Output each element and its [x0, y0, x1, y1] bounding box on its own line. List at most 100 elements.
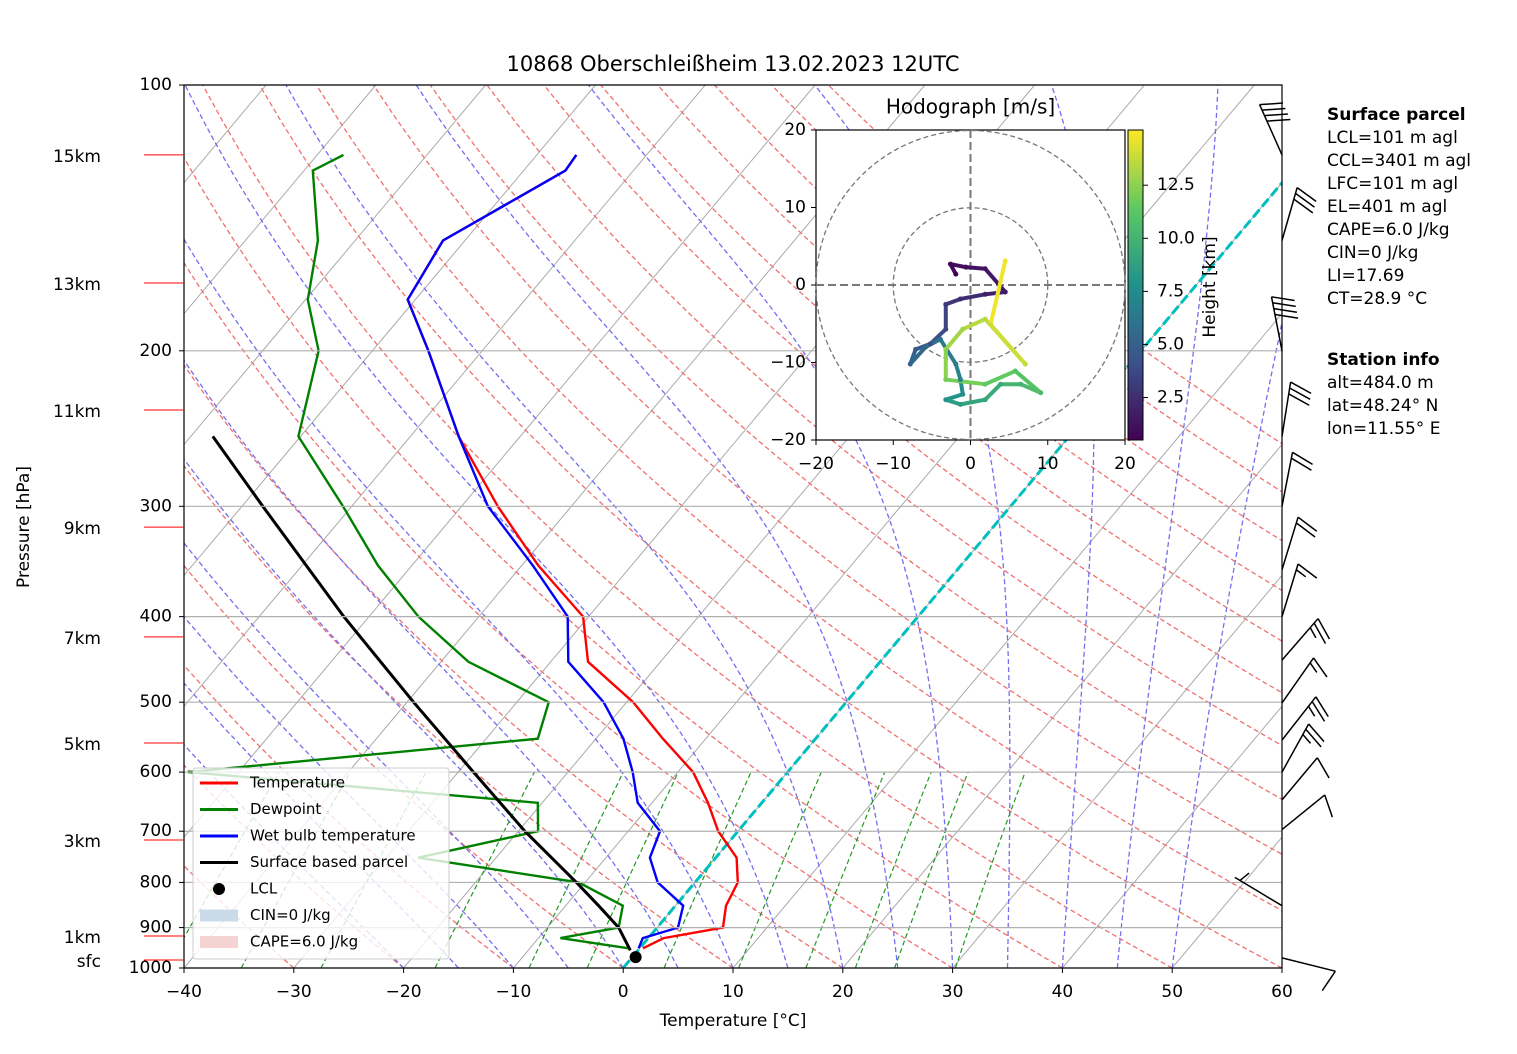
- isotherm: [842, 443, 1282, 968]
- hodograph-segment: [983, 289, 1008, 297]
- hodograph-segment: [963, 265, 988, 271]
- barb-stroke: [1290, 457, 1312, 471]
- y-tick-label: 100: [140, 75, 172, 95]
- x-tick-label: 20: [832, 982, 854, 1002]
- colorbar: [1127, 129, 1144, 441]
- x-tick-label: 60: [1271, 982, 1293, 1002]
- barb-stroke: [1234, 876, 1283, 907]
- hodograph-point: [957, 377, 963, 383]
- hodograph-point: [982, 316, 988, 322]
- wind-barb: [1281, 757, 1330, 801]
- hodograph-point: [1002, 289, 1008, 295]
- info-line: LI=17.69: [1327, 266, 1404, 286]
- colorbar-tick-label: 2.5: [1157, 388, 1184, 408]
- hodograph-point: [998, 381, 1004, 387]
- isotherm: [184, 85, 487, 446]
- hodograph-point: [982, 291, 988, 297]
- dry-adiabat: [827, 85, 1282, 445]
- chart-title: 10868 Oberschleißheim 13.02.2023 12UTC: [507, 52, 960, 76]
- dry-adiabat: [184, 564, 624, 968]
- barb-stroke: [1259, 102, 1284, 106]
- barb-stroke: [1262, 107, 1286, 111]
- x-axis-label: Temperature [°C]: [659, 1011, 807, 1031]
- barb-stroke: [1281, 618, 1319, 661]
- hodograph-title: Hodograph [m/s]: [886, 95, 1055, 119]
- wind-barb: [1281, 563, 1318, 617]
- hodograph-point: [907, 361, 913, 367]
- wind-barb: [1281, 451, 1313, 507]
- info-line: CIN=0 J/kg: [1327, 243, 1418, 263]
- legend-label: Wet bulb temperature: [250, 827, 416, 845]
- y-tick-label: 20: [784, 120, 806, 140]
- barb-stroke: [1289, 387, 1311, 400]
- hodograph-point: [953, 361, 959, 367]
- info-title: Station info: [1327, 350, 1440, 370]
- hodograph-segment: [960, 317, 988, 332]
- x-tick-label: −30: [276, 982, 312, 1002]
- y-tick-label: 1000: [129, 958, 172, 978]
- freezing-level-line: [622, 180, 1282, 968]
- y-tick-label: −20: [770, 430, 806, 450]
- hodograph-point: [960, 391, 966, 397]
- y-tick-label: 600: [140, 762, 172, 782]
- height-label: 13km: [53, 275, 101, 295]
- wind-barb: [1281, 618, 1331, 661]
- moist-adiabat: [415, 85, 899, 968]
- wind-barb: [1281, 657, 1328, 704]
- y-tick-label: 300: [140, 496, 172, 516]
- hodograph-segment: [943, 327, 965, 352]
- barb-stroke: [1258, 104, 1283, 156]
- barb-stroke: [1297, 516, 1318, 532]
- barb-stroke: [1312, 657, 1328, 678]
- dry-adiabat: [770, 85, 1282, 493]
- isotherm: [1062, 705, 1282, 968]
- hodograph-segment: [983, 266, 1008, 294]
- x-tick-label: 50: [1161, 982, 1183, 1002]
- legend-label: Dewpoint: [250, 800, 321, 818]
- barb-stroke: [1281, 723, 1310, 773]
- barb-stroke: [1273, 307, 1298, 313]
- legend-label: CIN=0 J/kg: [250, 906, 331, 924]
- barb-stroke: [1295, 569, 1307, 578]
- barb-stroke: [1302, 734, 1312, 744]
- hodograph-segment: [958, 397, 988, 407]
- height-label: 9km: [64, 519, 101, 539]
- height-label: 5km: [64, 735, 101, 755]
- y-tick-label: 10: [784, 198, 806, 218]
- x-tick-label: 0: [618, 982, 629, 1002]
- profile-line: [211, 435, 632, 951]
- hodograph-point: [943, 301, 949, 307]
- y-tick-label: 700: [140, 821, 172, 841]
- barb-stroke: [1281, 452, 1294, 507]
- hodograph-point: [923, 344, 929, 350]
- colorbar-tick-label: 5.0: [1157, 334, 1184, 354]
- hodograph-segment: [948, 262, 968, 270]
- barb-stroke: [1281, 794, 1326, 831]
- legend-swatch: [213, 883, 225, 895]
- moist-adiabat: [285, 85, 844, 968]
- info-line: CCL=3401 m agl: [1327, 151, 1471, 171]
- barb-stroke: [1308, 723, 1325, 743]
- hodograph-segment: [988, 322, 1028, 367]
- legend-label: Temperature: [249, 774, 345, 792]
- x-tick-label: −10: [495, 982, 531, 1002]
- info-line: LCL=101 m agl: [1327, 128, 1458, 148]
- barb-stroke: [1313, 622, 1327, 644]
- height-label: sfc: [77, 952, 101, 972]
- info-line: CAPE=6.0 J/kg: [1327, 220, 1450, 240]
- info-line: lat=48.24° N: [1327, 396, 1438, 416]
- hodograph-point: [982, 397, 988, 403]
- wind-barb: [1234, 872, 1283, 907]
- hodograph-point: [1002, 258, 1008, 264]
- hodograph-segment: [988, 258, 1008, 327]
- barb-stroke: [1281, 696, 1317, 741]
- barb-stroke: [1281, 757, 1318, 801]
- barb-stroke: [1296, 187, 1317, 202]
- barb-stroke: [1307, 705, 1316, 717]
- hodograph-point: [957, 296, 963, 302]
- wind-barb: [1281, 381, 1312, 437]
- wind-barb: [1281, 516, 1318, 570]
- info-line: alt=484.0 m: [1327, 373, 1434, 393]
